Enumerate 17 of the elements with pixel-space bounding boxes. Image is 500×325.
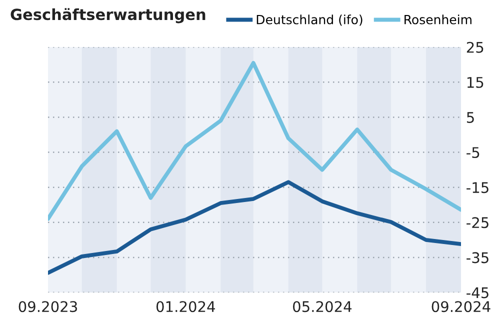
y-tick-label: -25 <box>466 217 488 228</box>
y-tick-label: -5 <box>466 147 480 158</box>
line-series <box>48 60 461 221</box>
y-tick-label: 25 <box>466 42 484 53</box>
y-tick-label: 15 <box>467 77 484 88</box>
legend-label: Rosenheim <box>404 14 472 24</box>
y-tick-label: 5 <box>466 112 474 123</box>
y-tick-label: -45 <box>466 287 488 298</box>
y-tick-label: -35 <box>466 252 488 264</box>
x-tick-label: 01.2024 <box>156 301 215 312</box>
x-tick-label: 09.2024 <box>432 301 490 312</box>
x-tick-label: 09.2023 <box>18 301 77 312</box>
y-tick-label: -15 <box>466 182 488 194</box>
line-series <box>48 180 461 275</box>
chart-title: Geschäftserwartungen <box>10 8 206 24</box>
legend-label: Deutschland (ifo) <box>256 14 362 26</box>
x-tick-label: 05.2024 <box>293 301 352 312</box>
